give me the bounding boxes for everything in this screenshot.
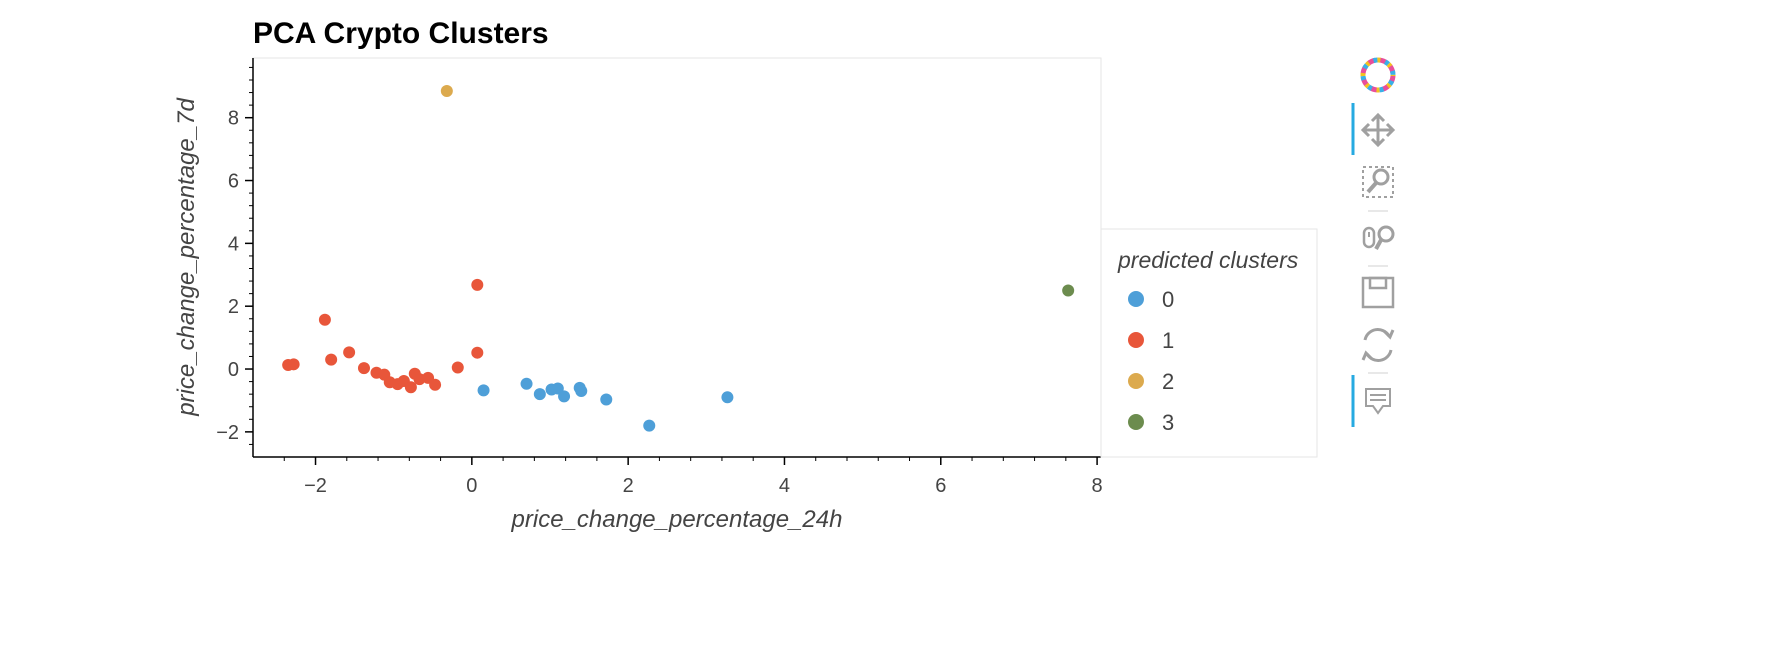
legend-items: 0 1 2 3 bbox=[1128, 287, 1174, 435]
data-point-cluster-1[interactable] bbox=[404, 381, 417, 394]
x-tick-label: 0 bbox=[466, 475, 477, 497]
reset-icon[interactable] bbox=[1361, 328, 1395, 362]
data-point-cluster-1[interactable] bbox=[318, 313, 331, 326]
data-point-cluster-0[interactable] bbox=[721, 391, 734, 404]
x-axis-label: price_change_percentage_24h bbox=[511, 506, 843, 533]
legend: predicted clusters 0 1 2 3 bbox=[1100, 228, 1318, 458]
legend-label: 1 bbox=[1162, 328, 1174, 353]
data-point-cluster-1[interactable] bbox=[451, 361, 464, 374]
data-point-cluster-1[interactable] bbox=[429, 378, 442, 391]
data-point-cluster-1[interactable] bbox=[287, 358, 300, 371]
data-point-cluster-0[interactable] bbox=[520, 377, 533, 390]
x-tick-label: −2 bbox=[304, 475, 327, 497]
data-point-cluster-1[interactable] bbox=[343, 346, 356, 359]
wheel-zoom-icon[interactable] bbox=[1362, 225, 1395, 250]
data-point-cluster-1[interactable] bbox=[471, 346, 484, 359]
y-tick-label: 8 bbox=[228, 108, 239, 130]
data-point-cluster-0[interactable] bbox=[575, 385, 588, 398]
data-point-cluster-1[interactable] bbox=[357, 362, 370, 375]
x-tick-label: 6 bbox=[935, 475, 946, 497]
x-tick-label: 8 bbox=[1092, 475, 1103, 497]
legend-label: 0 bbox=[1162, 287, 1174, 312]
x-tick-label: 2 bbox=[623, 475, 634, 497]
data-point-cluster-0[interactable] bbox=[558, 390, 571, 403]
data-point-cluster-0[interactable] bbox=[477, 384, 490, 397]
bokeh-logo-icon[interactable] bbox=[1360, 57, 1396, 93]
legend-marker bbox=[1128, 291, 1144, 307]
y-axis-ticks: −2 0 2 4 6 8 bbox=[216, 66, 253, 445]
y-tick-label: 4 bbox=[228, 233, 239, 255]
legend-label: 2 bbox=[1162, 369, 1174, 394]
x-tick-label: 4 bbox=[779, 475, 790, 497]
y-tick-label: 2 bbox=[228, 296, 239, 318]
data-point-cluster-0[interactable] bbox=[533, 388, 546, 401]
legend-marker bbox=[1128, 332, 1144, 348]
plot-area[interactable] bbox=[252, 57, 1102, 458]
data-point-cluster-0[interactable] bbox=[643, 419, 656, 432]
scatter-points bbox=[282, 84, 1075, 432]
toolbar bbox=[1351, 57, 1396, 427]
legend-label: 3 bbox=[1162, 410, 1174, 435]
data-point-cluster-0[interactable] bbox=[600, 393, 613, 406]
legend-marker bbox=[1128, 414, 1144, 430]
y-tick-label: 6 bbox=[228, 171, 239, 193]
legend-marker bbox=[1128, 373, 1144, 389]
data-point-cluster-2[interactable] bbox=[440, 84, 453, 97]
data-point-cluster-1[interactable] bbox=[471, 278, 484, 291]
chart-title: PCA Crypto Clusters bbox=[253, 17, 549, 50]
data-point-cluster-3[interactable] bbox=[1062, 284, 1075, 297]
x-axis-ticks: −2 0 2 4 6 8 bbox=[283, 457, 1103, 497]
y-tick-label: −2 bbox=[216, 422, 239, 444]
pan-icon[interactable] bbox=[1360, 112, 1396, 148]
save-icon[interactable] bbox=[1361, 276, 1395, 309]
y-tick-label: 0 bbox=[228, 359, 239, 381]
box-zoom-icon[interactable] bbox=[1362, 166, 1394, 198]
y-axis-label: price_change_percentage_7d bbox=[173, 98, 200, 417]
hover-icon[interactable] bbox=[1365, 388, 1391, 415]
data-point-cluster-1[interactable] bbox=[325, 353, 338, 366]
legend-title: predicted clusters bbox=[1117, 247, 1299, 273]
